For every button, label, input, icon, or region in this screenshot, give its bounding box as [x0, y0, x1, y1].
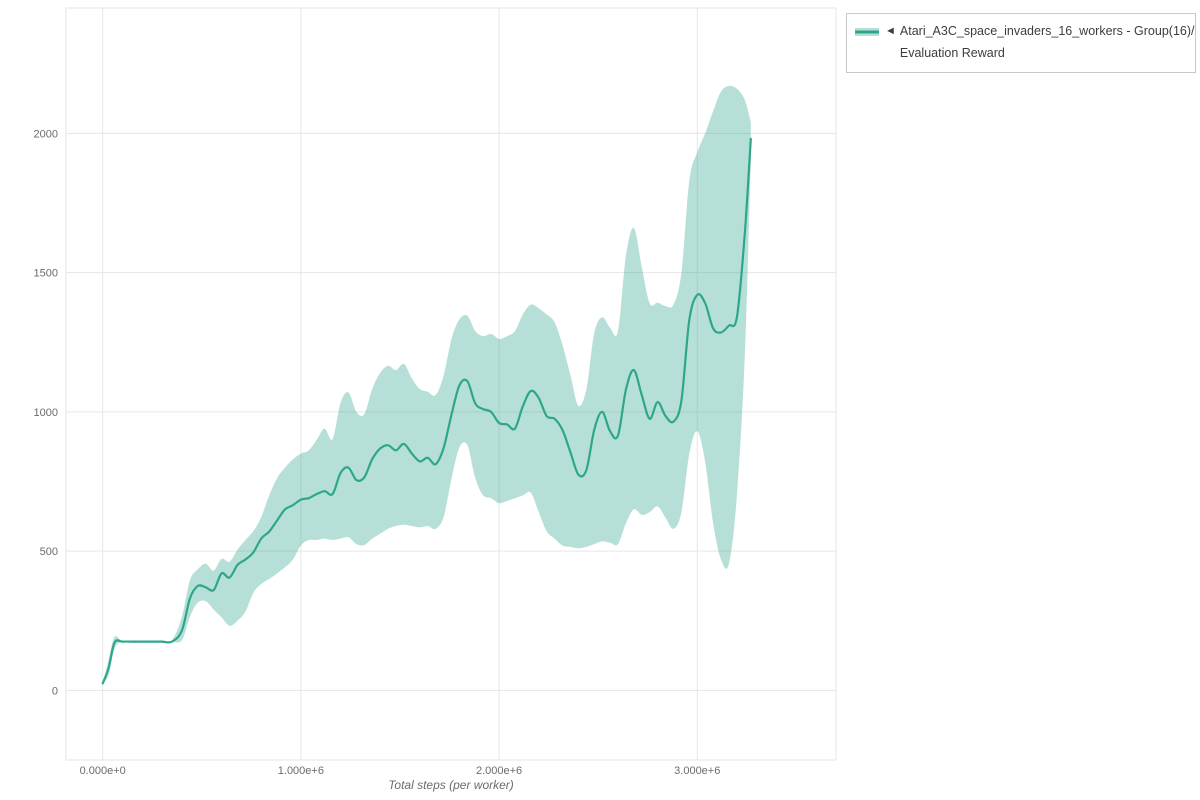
legend-series-name-line2: Evaluation Reward — [899, 46, 1005, 60]
y-tick-label: 500 — [40, 546, 58, 558]
x-tick-label: 0.000e+0 — [80, 765, 126, 777]
confidence-band — [102, 85, 751, 684]
x-axis-title: Total steps (per worker) — [388, 778, 514, 792]
x-tick-label: 3.000e+6 — [674, 765, 720, 777]
x-tick-label: 1.000e+6 — [278, 765, 324, 777]
x-tick-label: 2.000e+6 — [476, 765, 522, 777]
plot-border — [65, 7, 837, 761]
legend-collapse-icon[interactable]: ◄ — [885, 25, 896, 37]
legend-series-name: Atari_A3C_space_invaders_16_workers - Gr… — [899, 24, 1195, 38]
legend: ◄ Atari_A3C_space_invaders_16_workers - … — [846, 13, 1196, 73]
legend-item[interactable]: ◄ Atari_A3C_space_invaders_16_workers - … — [855, 23, 1194, 62]
mean-line — [101, 137, 752, 685]
y-tick-label: 0 — [52, 685, 58, 697]
y-tick-label: 2000 — [34, 128, 58, 140]
y-tick-label: 1500 — [34, 268, 58, 280]
y-tick-label: 1000 — [34, 407, 58, 419]
legend-line-swatch — [855, 28, 879, 36]
legend-label: Atari_A3C_space_invaders_16_workers - Gr… — [900, 23, 1195, 62]
